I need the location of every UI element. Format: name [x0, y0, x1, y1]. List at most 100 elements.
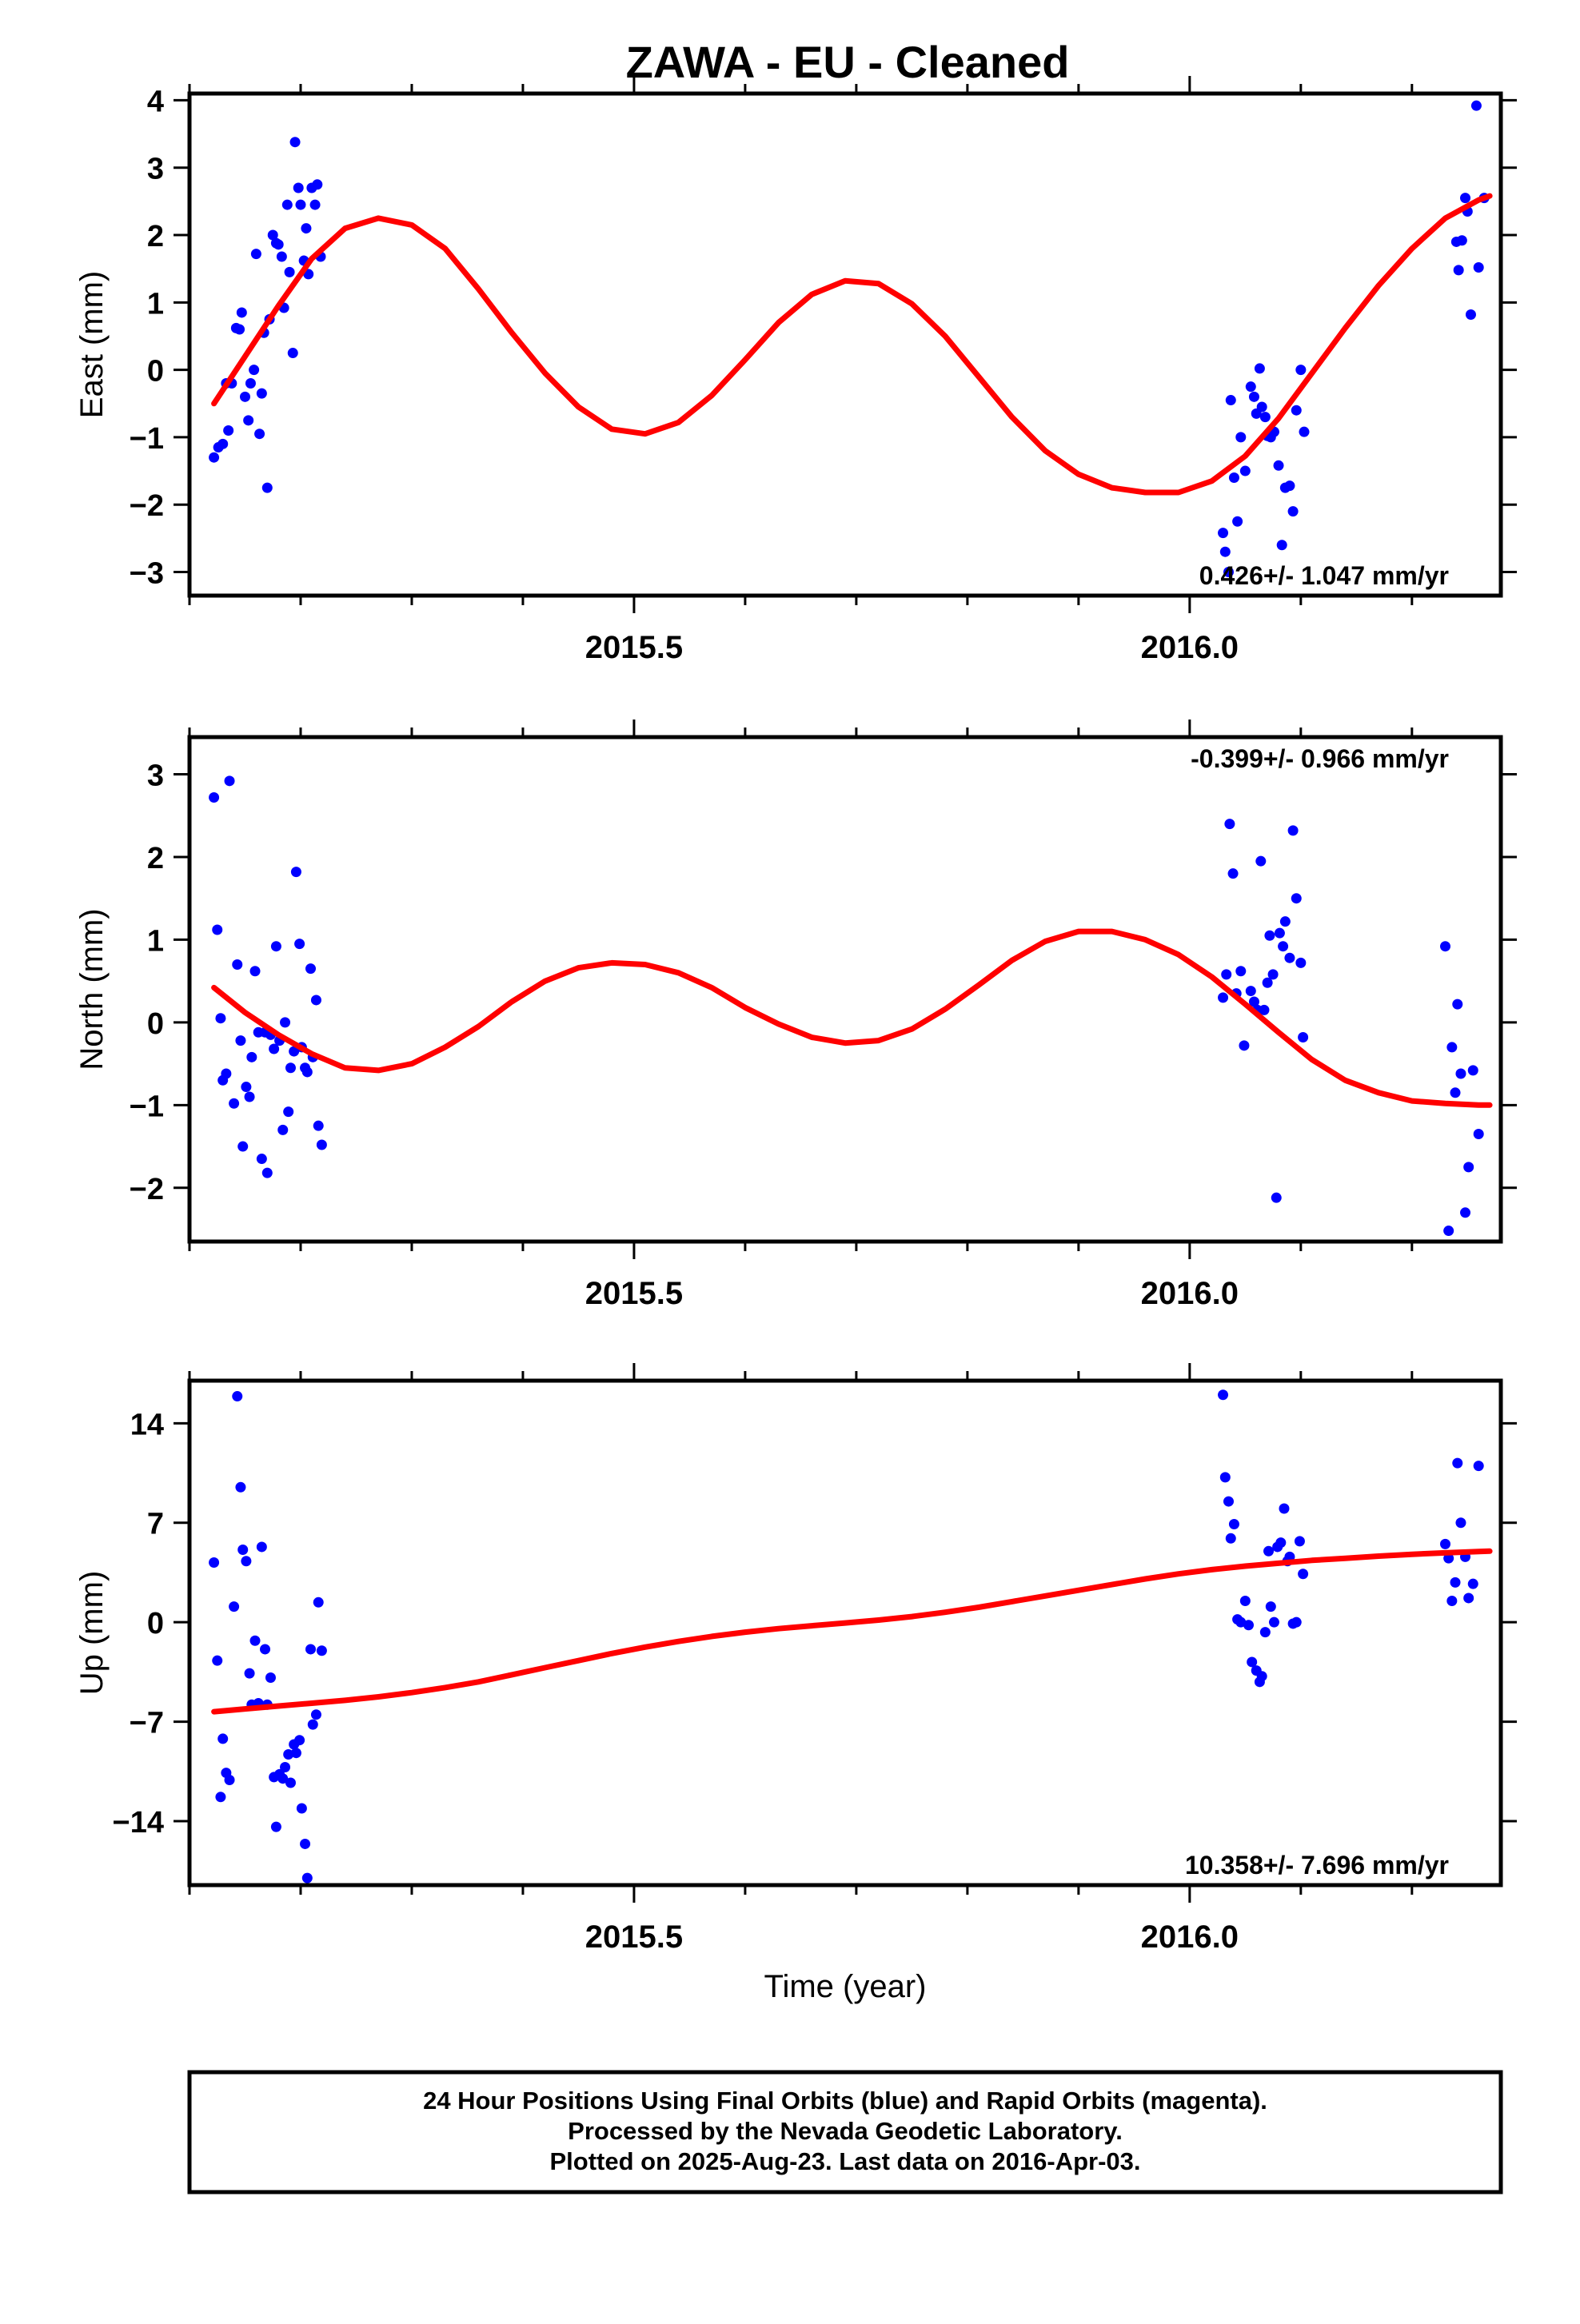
- data-point: [209, 452, 220, 463]
- data-point: [1265, 1601, 1276, 1612]
- data-point: [1239, 465, 1251, 476]
- data-point: [1467, 1065, 1478, 1076]
- data-point: [294, 939, 305, 950]
- y-tick-label: 2: [147, 220, 164, 253]
- data-point: [1235, 966, 1247, 977]
- data-point: [215, 1792, 226, 1803]
- data-point: [244, 1668, 255, 1679]
- data-point: [1460, 1207, 1471, 1218]
- data-point: [1255, 855, 1267, 867]
- x-tick-label: 2016.0: [1141, 1919, 1239, 1955]
- data-point: [239, 391, 250, 402]
- data-point: [289, 1046, 300, 1057]
- y-tick-label: −2: [130, 489, 164, 523]
- data-point: [261, 482, 273, 493]
- data-point: [235, 1481, 246, 1493]
- data-point: [280, 1761, 291, 1772]
- data-point: [1452, 999, 1463, 1010]
- data-point: [301, 1872, 313, 1884]
- rate-label: 0.426+/- 1.047 mm/yr: [1199, 561, 1449, 590]
- data-point: [215, 1013, 226, 1024]
- data-point: [1279, 916, 1291, 927]
- data-point: [289, 137, 301, 148]
- data-point: [1228, 472, 1239, 483]
- data-point: [1228, 1519, 1239, 1530]
- footer-line-3: Plotted on 2025-Aug-23. Last data on 201…: [549, 2147, 1140, 2175]
- y-axis-label: East (mm): [74, 271, 110, 418]
- data-point: [217, 1733, 229, 1744]
- data-point: [1450, 1577, 1461, 1588]
- footer-line-2: Processed by the Nevada Geodetic Laborat…: [568, 2117, 1123, 2145]
- panel-data: [209, 775, 1493, 1237]
- data-point: [312, 179, 323, 190]
- data-point: [1274, 927, 1285, 939]
- data-point: [1443, 1553, 1454, 1564]
- data-point: [1276, 540, 1287, 551]
- data-point: [1248, 996, 1259, 1007]
- y-tick-label: 1: [147, 287, 164, 321]
- data-point: [1467, 1578, 1478, 1589]
- data-point: [269, 1043, 280, 1054]
- data-point: [310, 995, 321, 1006]
- data-point: [281, 199, 293, 210]
- data-point: [1271, 1192, 1282, 1203]
- data-point: [260, 1644, 271, 1655]
- data-point: [290, 1748, 301, 1759]
- data-point: [256, 1541, 267, 1553]
- data-point: [1259, 1627, 1271, 1638]
- data-point: [235, 1035, 246, 1046]
- data-point: [1259, 1004, 1270, 1015]
- data-point: [256, 388, 267, 399]
- data-point: [1284, 480, 1295, 492]
- y-tick-label: 2: [147, 842, 164, 875]
- data-point: [1262, 977, 1273, 988]
- data-point: [1298, 1569, 1309, 1580]
- data-point: [1291, 1616, 1302, 1628]
- data-point: [277, 1773, 289, 1784]
- data-point: [237, 1545, 249, 1556]
- data-point: [1295, 365, 1307, 376]
- panel-2: 2015.5 2016.0 −2 −1 0 1 2 3 -0.399+/- 0.966 mm/y…: [74, 720, 1517, 1311]
- panel-3: 2015.5 2016.0 −14 −7 0 7 14 10.358+/- 7.696 mm/…: [74, 1363, 1517, 2004]
- data-point: [1453, 265, 1464, 276]
- data-point: [1264, 930, 1275, 941]
- data-point: [1465, 309, 1476, 320]
- x-tick-label: 2015.5: [585, 1276, 683, 1311]
- data-point: [256, 1154, 267, 1165]
- data-point: [1287, 506, 1299, 517]
- data-point: [1450, 1087, 1461, 1098]
- data-point: [1473, 1129, 1484, 1140]
- data-point: [1239, 1596, 1251, 1607]
- rate-label: 10.358+/- 7.696 mm/yr: [1185, 1851, 1449, 1880]
- data-point: [280, 1017, 291, 1028]
- data-point: [277, 1124, 289, 1135]
- data-point: [1245, 381, 1256, 393]
- data-point: [1268, 1616, 1279, 1628]
- data-point: [254, 429, 265, 440]
- data-point: [241, 1082, 252, 1093]
- data-point: [1446, 1596, 1458, 1607]
- data-point: [1473, 1461, 1484, 1472]
- data-point: [305, 1644, 316, 1655]
- data-point: [223, 425, 234, 436]
- data-point: [1287, 825, 1299, 836]
- data-point: [301, 223, 312, 234]
- data-point: [209, 1557, 220, 1569]
- data-point: [234, 324, 245, 335]
- data-point: [1256, 401, 1267, 413]
- y-tick-label: −14: [113, 1806, 164, 1840]
- data-point: [1223, 566, 1234, 577]
- data-point: [290, 867, 301, 878]
- data-point: [1291, 405, 1302, 416]
- data-point: [217, 438, 229, 449]
- data-point: [1219, 546, 1231, 557]
- data-point: [1440, 1538, 1451, 1549]
- data-point: [276, 251, 287, 262]
- data-point: [249, 1635, 261, 1646]
- data-point: [245, 377, 256, 389]
- data-point: [1456, 235, 1467, 246]
- data-point: [243, 415, 254, 426]
- panel-data: [209, 1389, 1493, 1884]
- data-point: [244, 1091, 255, 1102]
- data-point: [270, 941, 281, 952]
